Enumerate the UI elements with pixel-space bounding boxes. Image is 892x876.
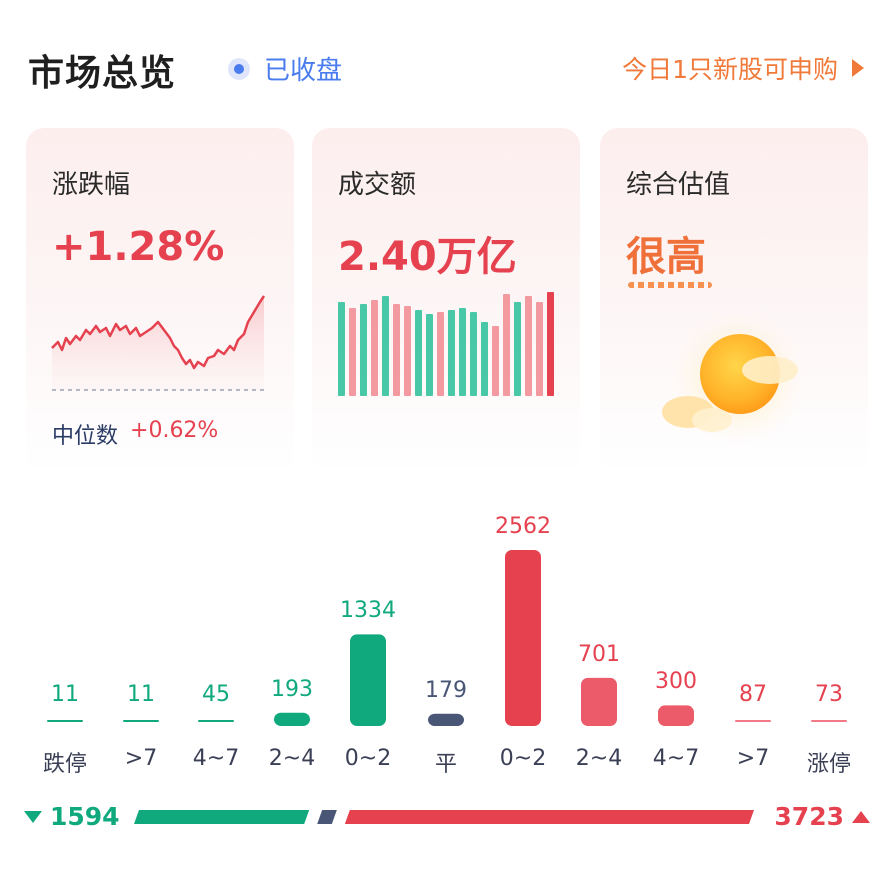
volume-bar [492,326,499,396]
volume-bar [459,308,466,396]
category-label: 4~7 [652,746,700,771]
breadth-ratio-bar [134,810,754,824]
volume-bar [525,296,532,396]
distribution-chart: 11 跌停 11 >7 45 4~7 193 2~4 1334 0~2 179 平 2562 0~2 701… [0,500,892,790]
category-label: 平 [434,752,457,777]
valuation-card[interactable]: 综合估值 很高 [600,128,868,474]
category-label: 2~4 [575,746,623,771]
distribution-bar [47,720,83,722]
change-value: +1.28% [52,224,225,270]
median-value: +0.62% [130,418,219,443]
decliners-segment [134,810,310,824]
distribution-bar [505,550,541,726]
advancers-segment [344,810,754,824]
category-label: 4~7 [192,746,240,771]
volume-bar [360,304,367,396]
page-title: 市场总览 [28,53,177,94]
distribution-bars [47,550,847,726]
decliners-count: 1594 [50,802,120,831]
turnover-card[interactable]: 成交额 2.40万亿 [312,128,580,474]
bar-value-label: 193 [271,676,313,702]
bar-value-label: 11 [51,682,79,707]
median-label: 中位数 [52,424,119,449]
volume-bar [448,310,455,396]
play-arrow-icon [852,59,864,77]
decliners: 1594 [24,802,120,831]
volume-bar [547,292,554,396]
change-card[interactable]: 涨跌幅 +1.28% 中位数 +0.62% [26,128,294,474]
ipo-link-label: 今日1只新股可申购 [622,55,838,84]
ipo-link[interactable]: 今日1只新股可申购 [622,50,864,86]
volume-bar [426,314,433,396]
volume-bar [514,302,521,396]
turnover-bars [338,292,554,396]
bar-value-label: 87 [739,682,767,707]
market-status: 已收盘 [228,50,342,87]
bar-value-label: 2562 [495,514,551,539]
distribution-bar [350,634,386,726]
valuation-label: 综合估值 [626,170,731,200]
turnover-label: 成交额 [338,170,417,200]
breadth-summary: 1594 3723 [0,800,892,836]
category-label: 0~2 [344,746,392,771]
header: 市场总览 已收盘 今日1只新股可申购 [28,36,864,96]
bar-value-label: 701 [578,641,620,667]
status-dot-icon [228,57,250,80]
distribution-bar [274,712,310,726]
volume-bar [393,304,400,396]
valuation-underline [628,282,712,288]
distribution-bar [658,705,694,726]
distribution-bar [581,677,617,726]
volume-bar [349,308,356,396]
bar-value-label: 179 [425,677,467,703]
category-label: 涨停 [806,752,851,777]
volume-bar [481,322,488,396]
bar-value-label: 1334 [340,598,396,624]
sun-icon [662,312,804,444]
median-row: 中位数 +0.62% [52,418,218,450]
bar-value-label: 45 [202,682,230,707]
volume-bar [382,296,389,396]
volume-bar [437,312,444,396]
up-arrow-icon [852,810,870,823]
change-label: 涨跌幅 [52,170,131,200]
flat-segment [317,810,337,824]
volume-bar [415,310,422,396]
status-text: 已收盘 [264,56,343,86]
volume-bar [503,294,510,396]
category-label: >7 [124,746,158,771]
distribution-bar [735,720,771,722]
bar-value-label: 11 [127,682,155,707]
volume-bar [470,312,477,396]
valuation-value: 很高 [626,234,706,280]
distribution-bar [123,720,159,722]
bar-value-label: 300 [655,669,697,695]
volume-bar [338,302,345,396]
category-label: 跌停 [42,752,87,777]
category-label: 0~2 [499,746,547,771]
sparkline-line [51,295,266,370]
volume-bar [536,302,543,396]
down-arrow-icon [24,810,42,823]
category-label: >7 [736,746,770,771]
distribution-bar [811,720,847,722]
advancers: 3723 [774,802,870,831]
index-sparkline [51,295,268,391]
category-label: 2~4 [268,746,316,771]
volume-bar [371,300,378,396]
turnover-value: 2.40万亿 [338,234,517,280]
advancers-count: 3723 [774,802,844,831]
volume-bar [404,306,411,396]
distribution-bar [198,720,234,722]
distribution-bar [428,713,464,726]
sparkline-area [52,296,264,390]
bar-value-label: 73 [815,682,843,707]
